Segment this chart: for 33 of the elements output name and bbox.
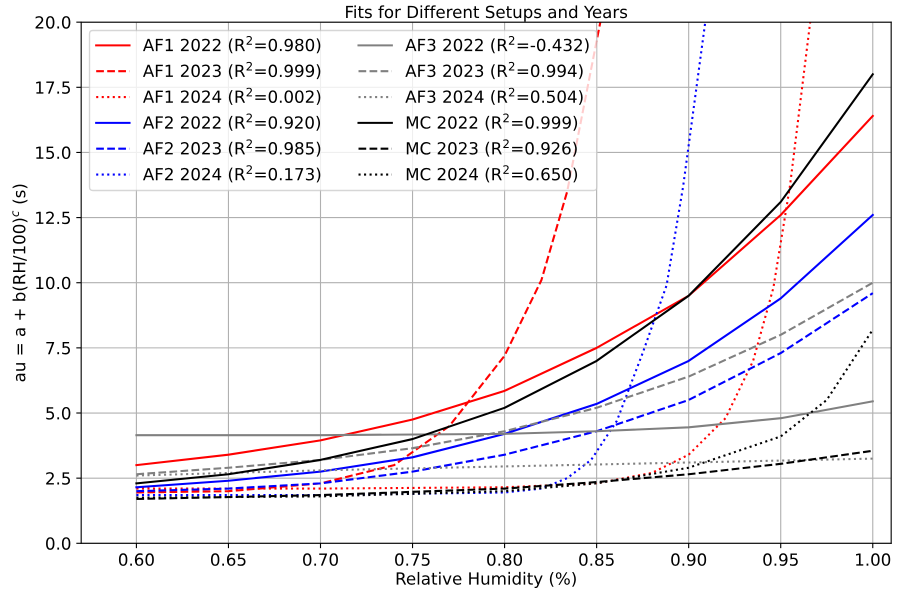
- legend-label: AF3 2024 (R$^{2}$=0.504): [405, 88, 583, 105]
- y-tick-label: 7.5: [46, 342, 70, 354]
- legend-label: AF3 2022 (R$^{2}$=-0.432): [405, 36, 589, 54]
- legend-label: MC 2022 (R$^{2}$=0.999): [406, 114, 578, 131]
- y-tick-label: 5.0: [46, 406, 70, 420]
- y-tick-label: 15.0: [36, 146, 70, 160]
- y-tick-label: 12.5: [36, 212, 70, 224]
- legend-label: MC 2023 (R$^{2}$=0.926): [406, 139, 577, 157]
- y-tick-label: 10.0: [36, 276, 70, 290]
- x-tick-label: 0.60: [118, 553, 154, 566]
- y-tick-label: 17.5: [36, 81, 70, 94]
- x-tick-label: 0.65: [210, 553, 246, 566]
- y-tick-label: 0.0: [46, 537, 70, 550]
- x-tick-label: 0.95: [763, 553, 798, 566]
- x-tick-label: 0.75: [395, 553, 430, 566]
- legend-label: AF2 2023 (R$^{2}$=0.985): [142, 139, 320, 157]
- y-tick-label: 2.5: [46, 472, 70, 485]
- x-tick-label: 0.90: [671, 553, 706, 566]
- y-axis-title: au = a + b(RH/100)$^{c}$ (s): [12, 184, 28, 382]
- legend-label: AF1 2022 (R$^{2}$=0.980): [142, 36, 320, 54]
- x-tick-label: 0.80: [487, 553, 522, 566]
- x-tick-label: 0.85: [579, 553, 614, 566]
- x-tick-label: 1.00: [856, 553, 890, 566]
- y-tick-label: 20.0: [36, 16, 70, 29]
- legend-label: AF3 2023 (R$^{2}$=0.994): [405, 62, 583, 80]
- x-axis-title: Relative Humidity (%): [396, 572, 576, 588]
- x-tick-label: 0.70: [303, 553, 338, 566]
- legend-label: AF1 2024 (R$^{2}$=0.002): [142, 88, 320, 105]
- legend-label: MC 2024 (R$^{2}$=0.650): [406, 165, 578, 182]
- chart-title: Fits for Different Setups and Years: [346, 5, 628, 22]
- legend-label: AF2 2024 (R$^{2}$=0.173): [142, 165, 320, 182]
- legend-label: AF1 2023 (R$^{2}$=0.999): [142, 62, 320, 80]
- legend-label: AF2 2022 (R$^{2}$=0.920): [142, 114, 320, 131]
